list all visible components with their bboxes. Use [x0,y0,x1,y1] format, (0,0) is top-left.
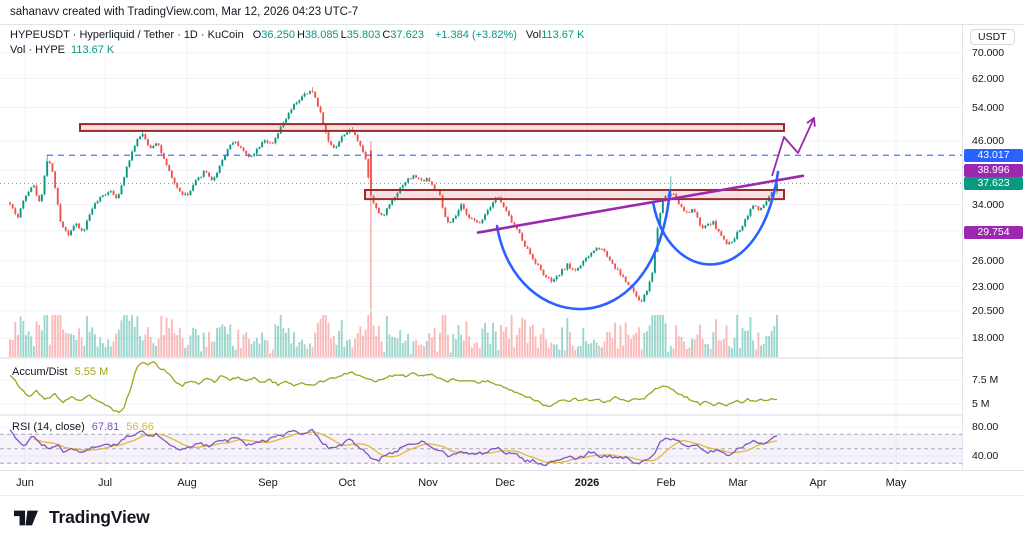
price-change: +1.384 (+3.82%) [434,29,517,41]
rsi-tick: 40.00 [972,450,999,462]
time-label: Sep [258,477,278,489]
accum-dist-tick: 5 M [972,398,990,410]
price-tick: 62.000 [972,72,1005,85]
price-axis[interactable]: USDT 70.000 62.000 54.000 46.000 34.000 26.00… [962,25,1024,470]
rsi-ma-value: 56.66 [126,421,154,433]
time-label: Feb [656,477,676,489]
currency-unit-chip[interactable]: USDT [970,29,1015,45]
accum-dist-legend[interactable]: Accum/Dist 5.55 M [12,366,108,378]
ohlc-values: O36.250 H38.085 L35.803 C37.623 [253,29,426,41]
price-tick: 54.000 [972,101,1005,114]
footer-bar: TradingView [0,496,1024,539]
time-label: Aug [177,477,197,489]
time-label: Apr [809,477,827,489]
volume-indicator-value: 113.67 K [71,44,115,56]
chart-canvas[interactable]: HYPEUSDT · Hyperliquid / Tether · 1D · K… [0,25,962,470]
price-tick: 34.000 [972,198,1005,211]
ohlc-pair: C37.623 [382,29,424,41]
ohlc-pair: H38.085 [296,29,339,41]
price-tick: 26.000 [972,254,1005,267]
accum-dist-title: Accum/Dist [12,366,68,378]
accum-dist-tick: 7.5 M [972,374,999,386]
rsi-title: RSI (14, close) [12,421,85,433]
volume-inline: Vol113.67 K [526,29,585,41]
time-label: Oct [338,477,356,489]
credit-bar: sahanavv created with TradingView.com, M… [0,0,1024,25]
time-label: 2026 [574,477,600,489]
rsi-legend[interactable]: RSI (14, close) 67.81 56.66 [12,421,154,433]
time-label: Dec [495,477,515,489]
price-tick: 46.000 [972,135,1005,148]
rsi-tick: 80.00 [972,421,999,433]
price-tick: 23.000 [972,280,1005,293]
accum-dist-value: 5.55 M [74,366,109,378]
symbol-legend-row: HYPEUSDT · Hyperliquid / Tether · 1D · K… [10,29,584,41]
volume-label: Vol [525,29,542,41]
price-badge: 43.017 [964,148,1023,162]
time-label: May [885,477,907,489]
credit-text: sahanavv created with TradingView.com, M… [10,6,359,18]
volume-value: 113.67 K [541,29,585,41]
price-badge: 29.754 [964,226,1023,240]
price-badge: 38.996 [964,163,1023,177]
rsi-value: 67.81 [91,421,120,433]
time-label: Nov [418,477,438,489]
tradingview-logo-icon[interactable] [12,506,40,530]
volume-legend-row[interactable]: Vol · HYPE 113.67 K [10,44,114,56]
tradingview-logo-text[interactable]: TradingView [49,507,150,527]
ohlc-pair: L35.803 [340,29,381,41]
volume-indicator-title: Vol · HYPE [10,44,66,56]
price-tick: 18.000 [972,332,1005,345]
price-tick: 20.500 [972,304,1005,317]
price-badge: 37.623 [964,176,1023,190]
time-label: Mar [728,477,748,489]
time-label: Jul [97,477,113,489]
symbol-title[interactable]: HYPEUSDT · Hyperliquid / Tether · 1D · K… [10,29,244,41]
price-tick: 70.000 [972,47,1005,60]
ohlc-pair: O36.250 [252,29,295,41]
time-axis[interactable]: Jun Jul Aug Sep Oct Nov Dec 2026 Feb Mar Apr May [0,470,1024,496]
time-label: Jun [16,477,34,489]
price-chart-svg [0,25,962,470]
